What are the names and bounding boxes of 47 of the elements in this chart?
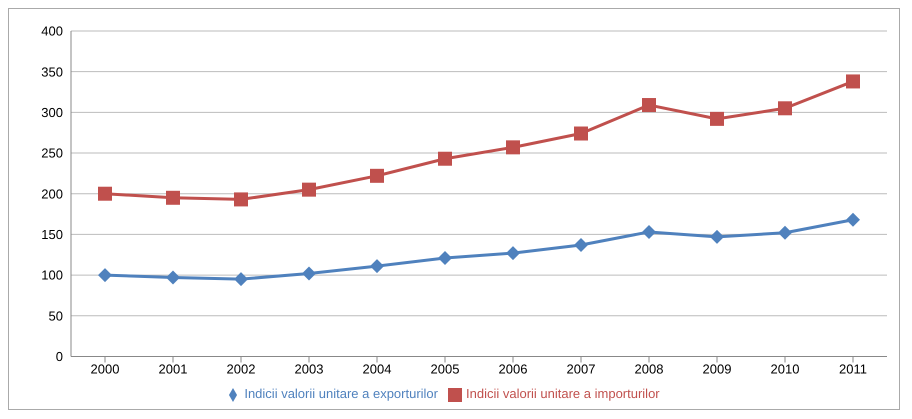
point [438,152,452,166]
point [98,186,112,201]
point [166,270,180,285]
point [370,168,384,183]
y-tick-label: 100 [41,268,63,283]
x-tick-label: 2002 [226,362,256,377]
point [370,259,384,274]
x-tick-label: 2006 [498,362,528,377]
y-tick-label: 50 [48,308,63,324]
x-tick-label: 2009 [702,362,732,377]
point [642,224,656,239]
y-tick-label: 200 [41,186,63,202]
y-tick-label: 150 [41,227,63,242]
x-tick-label: 2010 [770,362,800,377]
y-tick-label: 400 [41,24,63,39]
point [778,226,792,240]
legend-label: Indicii valorii unitare a importurilor [466,386,660,402]
point [846,212,860,227]
point [710,230,724,244]
point [506,246,520,260]
legend-label: Indicii valorii unitare a exporturilor [244,386,438,402]
x-tick-label: 2003 [294,362,324,377]
y-tick-label: 300 [41,104,63,120]
y-tick-label: 0 [56,349,63,364]
point [574,126,588,141]
point [438,250,452,265]
point [234,272,248,286]
point [302,182,316,197]
x-tick-label: 2004 [362,362,392,377]
point [302,266,316,280]
point [710,112,724,126]
point [166,190,180,205]
point [98,268,112,282]
x-tick-label: 2001 [158,362,188,377]
point [846,74,860,88]
x-tick-label: 2007 [566,362,596,377]
y-tick-label: 250 [41,146,63,161]
point [642,98,656,112]
x-tick-label: 2011 [839,362,867,377]
x-tick-label: 2000 [90,362,120,377]
point [506,140,520,154]
y-tick-label: 350 [41,64,63,80]
x-tick-label: 2008 [634,362,664,377]
x-tick-label: 2005 [430,362,460,377]
point [234,192,248,206]
point [574,238,588,252]
point [778,101,792,116]
